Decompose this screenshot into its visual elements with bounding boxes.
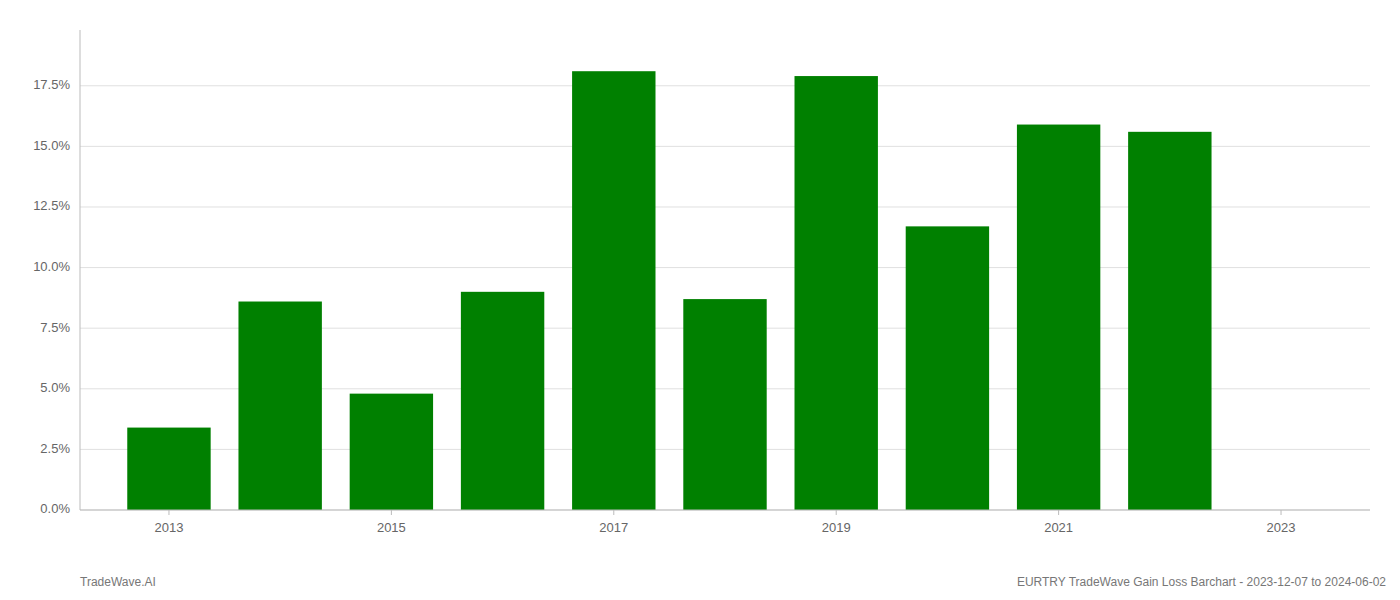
y-tick-label: 0.0% [40,501,70,516]
bar [1128,132,1211,510]
x-tick [168,510,169,515]
bar [906,226,989,510]
bar [1017,125,1100,510]
y-tick-label: 7.5% [40,320,70,335]
bar [795,76,878,510]
x-tick [391,510,392,515]
x-tick [836,510,837,515]
y-axis: 0.0% 2.5% 5.0% 7.5% 10.0% 12.5% 15.0% 17.5% [33,30,80,516]
x-tick [1058,510,1059,515]
x-tick-label: 2021 [1044,520,1073,535]
bar [350,394,433,510]
x-axis-line [80,510,1370,511]
grid-line [80,85,1370,86]
grid-line [80,510,1370,511]
bar [127,428,210,510]
bar [572,71,655,510]
bar [461,292,544,510]
x-tick-label: 2019 [822,520,851,535]
bar [683,299,766,510]
footer-right: EURTRY TradeWave Gain Loss Barchart - 20… [1017,575,1386,589]
y-tick-label: 17.5% [33,77,70,92]
x-tick-label: 2023 [1267,520,1296,535]
y-axis-line [80,30,81,510]
background [0,0,1400,600]
x-tick [1281,510,1282,515]
x-tick-label: 2017 [599,520,628,535]
y-grid [80,86,1370,510]
chart-svg: 0.0% 2.5% 5.0% 7.5% 10.0% 12.5% 15.0% 17.5% 2013… [0,0,1400,600]
y-tick-label: 10.0% [33,259,70,274]
x-tick [613,510,614,515]
footer-left: TradeWave.AI [80,575,156,589]
y-tick-label: 12.5% [33,198,70,213]
y-tick-label: 2.5% [40,441,70,456]
x-tick-label: 2013 [155,520,184,535]
chart-container: 0.0% 2.5% 5.0% 7.5% 10.0% 12.5% 15.0% 17.5% 2013… [0,0,1400,600]
x-tick-label: 2015 [377,520,406,535]
y-tick-label: 5.0% [40,380,70,395]
bars [127,71,1211,510]
x-axis: 2013 2015 2017 2019 2021 2023 [80,510,1370,535]
y-tick-label: 15.0% [33,138,70,153]
bar [238,302,321,510]
